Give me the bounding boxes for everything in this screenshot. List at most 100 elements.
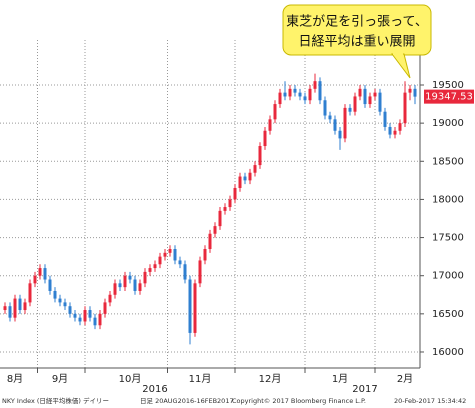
candle-body [113, 283, 117, 295]
candle-body [263, 130, 267, 147]
y-tick-label: 16000 [432, 347, 464, 358]
candle-body [208, 233, 212, 250]
y-tick-label: 18000 [432, 194, 464, 205]
candle-body [3, 306, 7, 311]
x-tick-label: 8月 [7, 373, 23, 385]
candle-body [83, 310, 87, 322]
last-price-box [424, 89, 474, 104]
candle-body [118, 283, 122, 288]
candle-body [23, 302, 27, 311]
candle-body [73, 313, 77, 318]
last-price-label: 19347.53 [425, 92, 473, 103]
candle-body [278, 92, 282, 105]
candle-body [128, 275, 132, 280]
candle-body [193, 283, 197, 333]
candle-body [213, 226, 217, 234]
candle-body [188, 279, 192, 333]
candle-body [303, 96, 307, 101]
y-tick-label: 17000 [432, 271, 464, 282]
candle-body [403, 92, 407, 124]
candle-body [203, 249, 207, 261]
candle-body [218, 210, 222, 227]
footer: Copyright© 2017 Bloomberg Finance L.P. [232, 397, 366, 405]
candle-body [293, 88, 297, 93]
y-tick-label: 16500 [432, 309, 464, 320]
plot-area [0, 40, 420, 368]
candle-body [283, 92, 287, 97]
candle-body [143, 271, 147, 284]
candle-body [268, 119, 272, 131]
y-tick-label: 17500 [432, 233, 464, 244]
candle-body [53, 290, 57, 299]
candle-body [258, 146, 262, 166]
candle-body [8, 306, 12, 318]
candle-body [33, 275, 37, 284]
candle-body [338, 130, 342, 139]
candle-body [398, 123, 402, 131]
candle-body [273, 104, 277, 120]
year-label: 2016 [142, 384, 167, 395]
candle-body [168, 249, 172, 253]
year-label: 2017 [352, 384, 377, 395]
footer: 日足 20AUG2016-16FEB2017 [140, 397, 234, 405]
y-tick-label: 19000 [432, 118, 464, 129]
candle-body [388, 126, 392, 135]
y-tick-label: 19500 [432, 80, 464, 91]
candle-body [148, 268, 152, 272]
candle-body [328, 115, 332, 120]
candle-body [63, 302, 67, 307]
candle-body [153, 264, 157, 269]
candle-body [243, 176, 247, 181]
candle-body [373, 92, 377, 97]
candle-body [393, 130, 397, 135]
candle-body [38, 268, 42, 276]
x-tick-label: 2月 [397, 373, 413, 385]
candle-body [368, 96, 372, 105]
candle-body [318, 81, 322, 101]
x-tick-label: 1月 [332, 373, 348, 385]
candle-body [98, 313, 102, 326]
candle-body [78, 317, 82, 322]
candle-body [198, 260, 202, 284]
candle-body [108, 294, 112, 303]
annotation: 日経平均は重い展開 [298, 34, 415, 50]
footer: 20-Feb-2017 15:34:42 [394, 397, 466, 405]
candle-body [28, 283, 32, 303]
annotation: 東芝が足を引っ張って、 [286, 14, 428, 30]
y-tick-label: 18500 [432, 156, 464, 167]
candle-body [348, 107, 352, 112]
x-tick-label: 10月 [119, 373, 142, 385]
candle-body [58, 298, 62, 303]
candle-body [333, 119, 337, 131]
candle-body [308, 88, 312, 101]
candle-body [413, 88, 417, 97]
candle-body [313, 81, 317, 89]
candle-body [343, 107, 347, 139]
candle-body [358, 88, 362, 97]
candle-body [133, 279, 137, 291]
candle-body [93, 317, 97, 326]
candle-body [138, 283, 142, 291]
candle-body [13, 298, 17, 318]
candle-body [163, 252, 167, 257]
candle-body [228, 199, 232, 208]
candle-body [223, 207, 227, 211]
x-tick-label: 12月 [259, 373, 282, 385]
candle-body [48, 279, 52, 291]
candle-body [353, 96, 357, 112]
candle-body [178, 260, 182, 265]
candle-body [88, 310, 92, 318]
footer: NKY Index (日経平均株価) デイリー [2, 396, 109, 405]
callout-box [282, 4, 432, 56]
candle-body [408, 88, 412, 93]
candle-body [123, 275, 127, 288]
candle-body [253, 165, 257, 173]
candle-body [18, 298, 22, 311]
candle-body [43, 268, 47, 280]
candle-body [103, 302, 107, 314]
candle-body [323, 100, 327, 116]
candle-body [383, 111, 387, 127]
x-tick-label: 11月 [189, 373, 212, 385]
candle-body [298, 92, 302, 97]
